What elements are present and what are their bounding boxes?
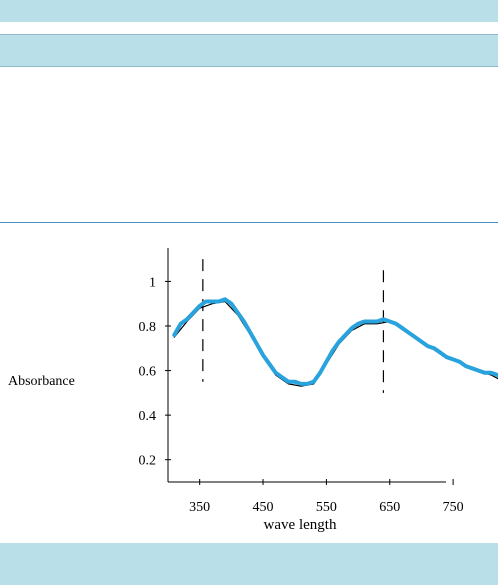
y-tick-label: 0.2 xyxy=(139,454,157,469)
top-banner xyxy=(0,0,498,22)
x-axis-label: wave length xyxy=(264,517,337,533)
x-tick-label: 550 xyxy=(316,500,337,515)
x-tick-label: 650 xyxy=(379,500,400,515)
x-tick-label: 450 xyxy=(253,500,274,515)
chart-series xyxy=(172,297,498,387)
peak-markers xyxy=(202,259,385,393)
tick-labels: 0.2 0.4 0.6 0.8 1 350 450 550 650 750 xyxy=(139,275,464,515)
bottom-banner xyxy=(0,543,498,585)
section-divider xyxy=(0,222,498,223)
absorbance-chart: 0.2 0.4 0.6 0.8 1 350 450 550 650 750 wave length… xyxy=(8,248,498,533)
y-tick-label: 0.6 xyxy=(139,365,157,380)
y-axis-label: Absorbance xyxy=(8,374,75,389)
y-tick-label: 0.8 xyxy=(139,320,157,335)
x-tick-label: 750 xyxy=(443,500,464,515)
y-tick-label: 1 xyxy=(149,275,156,290)
x-tick-label: 350 xyxy=(189,500,210,515)
series-line-blue xyxy=(172,297,498,386)
chart-axes xyxy=(165,248,454,485)
header-bar xyxy=(0,34,498,67)
y-tick-label: 0.4 xyxy=(139,409,157,424)
